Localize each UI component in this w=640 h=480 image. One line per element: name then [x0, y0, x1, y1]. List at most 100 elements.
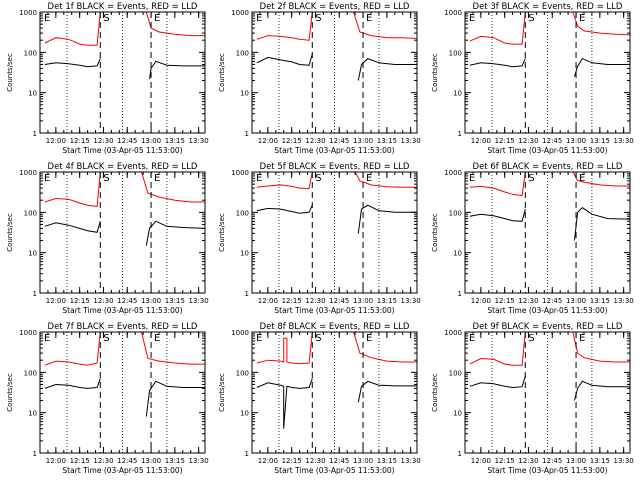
y-tick-label: 10	[28, 250, 37, 258]
chart-title: Det 3f BLACK = Events, RED = LLD	[473, 2, 623, 12]
x-tick-label: 13:30	[189, 137, 209, 145]
x-tick-label: 13:00	[141, 137, 161, 145]
y-tick-label: 100	[236, 49, 249, 57]
y-tick-label: 10	[28, 410, 37, 418]
event-marker-label: E	[256, 173, 262, 184]
x-tick-label: 12:45	[329, 137, 349, 145]
x-tick-label: 12:00	[471, 297, 491, 305]
x-tick-label: 13:30	[614, 137, 634, 145]
x-axis-label: Start Time (03-Apr-05 11:53:00)	[62, 306, 182, 315]
plot-frame	[39, 331, 206, 454]
chart-title: Det 8f BLACK = Events, RED = LLD	[260, 322, 410, 332]
x-tick-label: 12:30	[305, 457, 325, 465]
y-axis-label: Counts/sec	[6, 213, 14, 252]
series-line-lld	[256, 12, 313, 41]
event-marker-label: E	[256, 333, 262, 344]
y-tick-label: 1	[458, 130, 462, 138]
series-line-events	[469, 58, 526, 68]
x-axis-label: Start Time (03-Apr-05 11:53:00)	[62, 466, 182, 475]
x-tick-label: 13:15	[377, 297, 397, 305]
y-axis-label: Counts/sec	[431, 373, 439, 412]
x-tick-label: 12:15	[495, 297, 515, 305]
x-tick-label: 12:00	[258, 297, 278, 305]
y-tick-label: 1	[33, 130, 37, 138]
x-tick-label: 13:00	[566, 137, 586, 145]
series-line-events	[357, 58, 417, 81]
x-tick-label: 13:30	[189, 457, 209, 465]
event-marker-label: E	[154, 173, 160, 184]
series-line-lld	[44, 332, 101, 366]
chart-title: Det 6f BLACK = Events, RED = LLD	[473, 162, 623, 172]
series-line-events	[574, 207, 630, 241]
x-tick-label: 13:30	[401, 297, 421, 305]
x-axis-label: Start Time (03-Apr-05 11:53:00)	[62, 146, 182, 155]
event-marker-label: S	[103, 333, 109, 344]
x-tick-label: 12:00	[258, 137, 278, 145]
y-axis-label: Counts/sec	[431, 213, 439, 252]
y-tick-label: 10	[28, 90, 37, 98]
x-tick-label: 13:15	[590, 297, 610, 305]
event-marker-label: E	[579, 13, 585, 24]
x-tick-label: 12:00	[46, 137, 66, 145]
event-marker-label: E	[366, 333, 372, 344]
y-tick-label: 10	[240, 250, 249, 258]
series-line-events	[357, 380, 417, 403]
series-line-lld	[44, 12, 101, 46]
series-line-lld	[256, 332, 313, 365]
y-tick-label: 100	[449, 369, 462, 377]
x-tick-label: 13:00	[353, 137, 373, 145]
y-axis-label: Counts/sec	[218, 213, 226, 252]
chart-panel: Det 2f BLACK = Events, RED = LLD Counts/s…	[218, 2, 421, 155]
plot-frame	[251, 331, 418, 454]
chart-panel: Det 3f BLACK = Events, RED = LLD Counts/s…	[431, 2, 634, 155]
x-tick-label: 13:15	[165, 457, 185, 465]
y-tick-label: 1000	[444, 9, 462, 17]
y-tick-label: 100	[449, 49, 462, 57]
y-tick-label: 1000	[19, 329, 37, 337]
series-line-events	[256, 204, 313, 214]
event-marker-label: E	[44, 13, 50, 24]
chart-title: Det 9f BLACK = Events, RED = LLD	[473, 322, 623, 332]
x-tick-label: 12:30	[518, 297, 538, 305]
chart-title: Det 4f BLACK = Events, RED = LLD	[48, 162, 198, 172]
event-marker-label: E	[44, 173, 50, 184]
event-marker-label: E	[44, 333, 50, 344]
x-tick-label: 13:15	[165, 137, 185, 145]
series-line-lld	[469, 332, 526, 366]
y-tick-label: 100	[236, 209, 249, 217]
x-tick-label: 12:45	[542, 457, 562, 465]
x-axis-label: Start Time (03-Apr-05 11:53:00)	[274, 306, 394, 315]
event-marker-label: S	[103, 13, 109, 24]
x-tick-label: 12:15	[495, 137, 515, 145]
y-tick-label: 1000	[19, 169, 37, 177]
x-axis-label: Start Time (03-Apr-05 11:53:00)	[274, 466, 394, 475]
y-tick-label: 1	[458, 450, 462, 458]
y-tick-label: 1000	[231, 169, 249, 177]
x-tick-label: 13:00	[353, 457, 373, 465]
event-marker-label: E	[366, 173, 372, 184]
plot-frame	[464, 331, 631, 454]
chart-panel: Det 7f BLACK = Events, RED = LLD Counts/s…	[6, 322, 209, 475]
x-tick-label: 12:45	[117, 457, 137, 465]
x-tick-label: 12:15	[495, 457, 515, 465]
chart-panel: Det 8f BLACK = Events, RED = LLD Counts/s…	[218, 322, 421, 475]
event-marker-label: E	[154, 13, 160, 24]
x-tick-label: 12:30	[93, 297, 113, 305]
x-tick-label: 12:30	[305, 137, 325, 145]
y-tick-label: 100	[449, 209, 462, 217]
x-tick-label: 12:45	[329, 457, 349, 465]
event-marker-label: E	[469, 13, 475, 24]
x-tick-label: 12:15	[282, 297, 302, 305]
x-tick-label: 13:30	[401, 137, 421, 145]
x-tick-label: 12:30	[93, 457, 113, 465]
y-tick-label: 1	[33, 450, 37, 458]
series-line-events	[357, 204, 417, 234]
x-tick-label: 13:30	[401, 457, 421, 465]
x-tick-label: 13:00	[141, 457, 161, 465]
x-tick-label: 13:00	[566, 297, 586, 305]
series-line-lld	[256, 172, 313, 190]
event-marker-label: S	[315, 173, 321, 184]
x-tick-label: 13:30	[614, 457, 634, 465]
event-marker-label: E	[469, 333, 475, 344]
event-marker-label: S	[528, 13, 534, 24]
